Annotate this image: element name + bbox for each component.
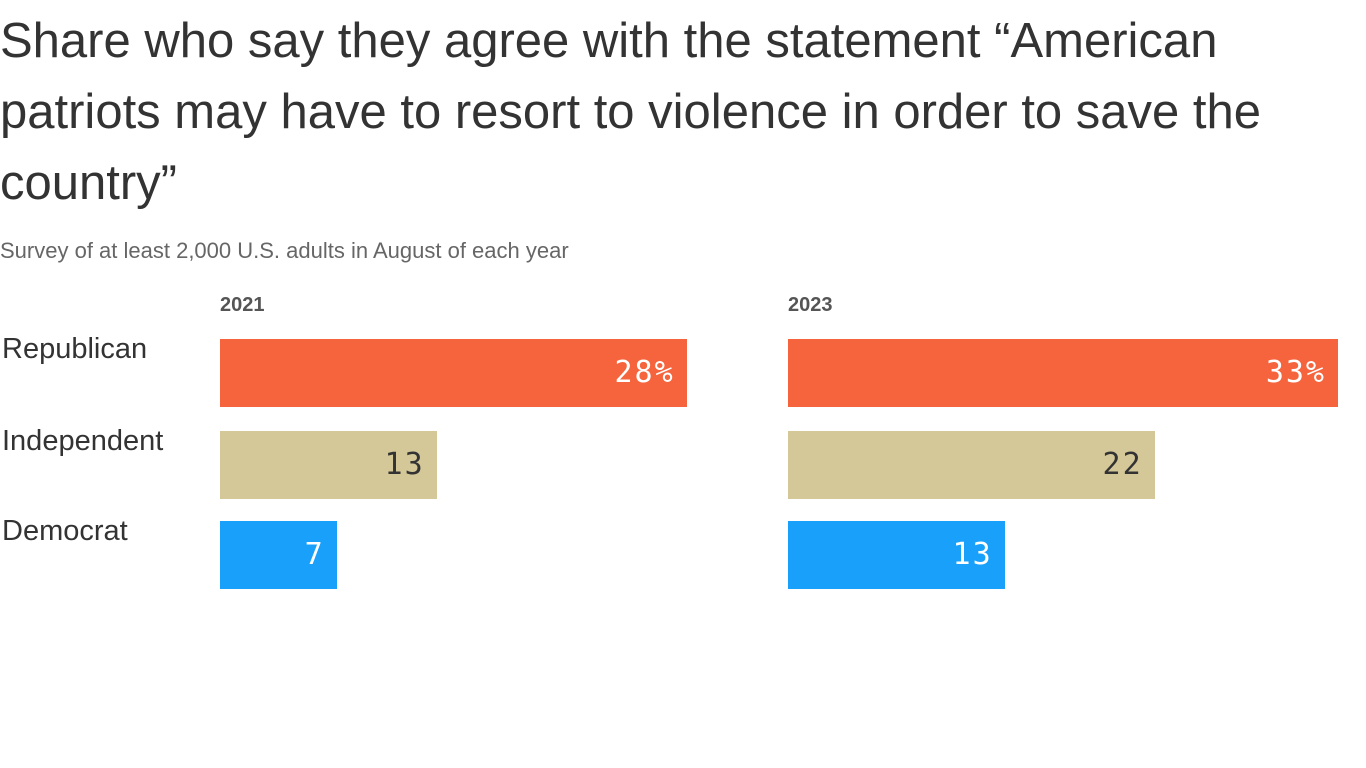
data-label: 13 [384, 447, 425, 482]
data-label: 7 [304, 537, 325, 572]
category-label: Independent [2, 425, 164, 457]
data-label: 28% [614, 355, 675, 390]
data-label: 22 [1102, 447, 1143, 482]
bar-democrat-2023 [788, 521, 1005, 589]
chart-subtitle: Survey of at least 2,000 U.S. adults in … [0, 238, 569, 263]
data-label: 33% [1265, 355, 1326, 390]
chart-title: Share who say they agree with the statem… [0, 14, 1262, 210]
panel-label: 2023 [788, 294, 833, 316]
bar-democrat-2021 [220, 521, 337, 589]
bar-republican-2023 [788, 339, 1338, 407]
panel-label: 2021 [220, 294, 265, 316]
category-label: Republican [2, 333, 148, 365]
category-label: Democrat [2, 515, 128, 547]
bar-republican-2021 [220, 339, 687, 407]
data-label: 13 [952, 537, 993, 572]
bar-independent-2021 [220, 431, 437, 499]
bar-independent-2023 [788, 431, 1155, 499]
